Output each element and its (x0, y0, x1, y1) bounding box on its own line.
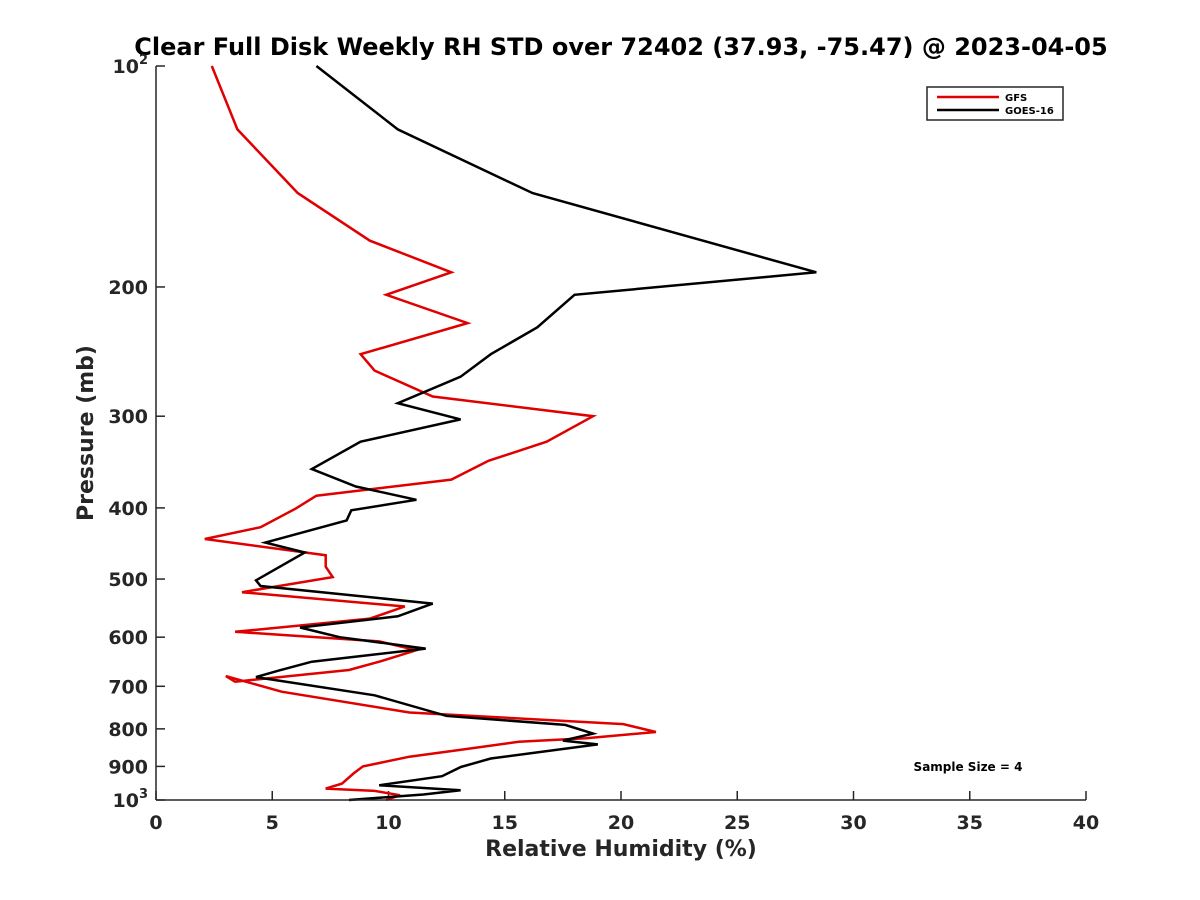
y-tick-label: 102 (113, 53, 149, 78)
x-tick-label: 10 (375, 812, 401, 834)
y-tick-label: 200 (108, 277, 148, 299)
y-tick-label: 800 (108, 719, 148, 741)
y-axis-label: Pressure (mb) (74, 345, 99, 521)
x-tick-label: 0 (149, 812, 162, 834)
series-layer (204, 65, 817, 802)
x-tick-label: 20 (608, 812, 634, 834)
x-tick-label: 35 (957, 812, 983, 834)
series-line-gfs (204, 65, 657, 802)
y-tick-label: 500 (108, 569, 148, 591)
y-tick-label: 700 (108, 676, 148, 698)
x-tick-label: 15 (492, 812, 518, 834)
legend-label-goes16: GOES-16 (1005, 106, 1054, 117)
x-tick-label: 25 (724, 812, 750, 834)
series-line-goes16 (254, 65, 817, 802)
axis-ticks: 0 5 10 15 20 25 30 35 40 102 200 300 400 500 600 700 800… (108, 53, 1099, 834)
x-tick-label: 30 (840, 812, 866, 834)
sample-size-annotation: Sample Size = 4 (914, 760, 1023, 774)
legend-label-gfs: GFS (1005, 93, 1027, 104)
y-tick-label: 900 (108, 756, 148, 778)
x-axis-label: Relative Humidity (%) (485, 837, 757, 862)
legend: GFS GOES-16 (926, 86, 1064, 121)
x-tick-label: 40 (1073, 812, 1099, 834)
y-tick-label: 600 (108, 627, 148, 649)
x-tick-label: 5 (266, 812, 279, 834)
chart-title: Clear Full Disk Weekly RH STD over 72402… (134, 33, 1107, 61)
y-tick-label: 300 (108, 406, 148, 428)
legend-box (926, 86, 1064, 121)
y-tick-label: 103 (113, 787, 149, 812)
y-tick-label: 400 (108, 498, 148, 520)
